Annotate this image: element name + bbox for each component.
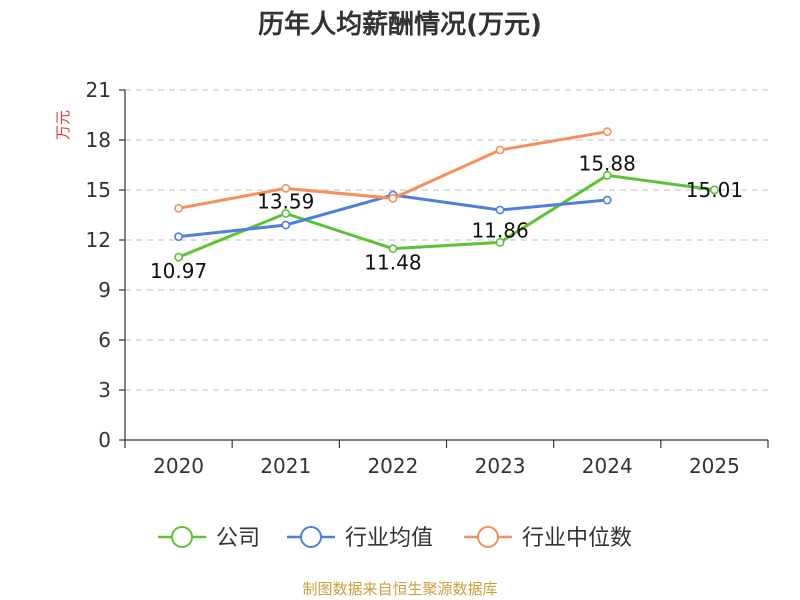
y-tick-label-18: 18 (86, 128, 111, 152)
y-tick-label-3: 3 (98, 378, 111, 402)
legend-marker-2 (477, 526, 499, 548)
x-tick-label-2023: 2023 (475, 454, 526, 478)
y-axis-label: 万元 (54, 110, 72, 140)
x-tick-label-2025: 2025 (689, 454, 740, 478)
legend-marker-0 (171, 526, 193, 548)
series-2-point-2021 (281, 183, 291, 193)
chart-title: 历年人均薪酬情况(万元) (258, 9, 542, 40)
series-2-point-2023 (495, 145, 505, 155)
y-tick-label-12: 12 (86, 228, 111, 252)
legend-label-2: 行业中位数 (522, 526, 632, 551)
data-label-2023: 11.86 (471, 218, 528, 242)
y-tick-label-9: 9 (98, 278, 111, 302)
x-tick-label-2024: 2024 (582, 454, 633, 478)
series-1-point-2023 (495, 205, 505, 215)
series-0-point-2024 (602, 170, 612, 180)
series-1-point-2024 (602, 195, 612, 205)
legend-marker-1 (300, 526, 322, 548)
series-0-point-2020 (174, 252, 183, 262)
source-note: 制图数据来自恒生聚源数据库 (302, 580, 497, 598)
y-tick-label-15: 15 (86, 178, 111, 202)
y-tick-label-6: 6 (98, 328, 111, 352)
series-2-point-2024 (602, 127, 612, 137)
series-0-point-2022 (388, 244, 398, 254)
series-1-point-2020 (174, 232, 183, 242)
y-tick-label-0: 0 (98, 428, 111, 452)
series-2-point-2020 (174, 203, 183, 213)
x-tick-label-2021: 2021 (260, 454, 311, 478)
series-0-point-2023 (495, 237, 505, 247)
data-label-2021: 13.59 (257, 190, 314, 214)
y-tick-label-21: 21 (86, 78, 111, 102)
series-line-0 (178, 173, 715, 259)
series-1-point-2021 (281, 220, 291, 230)
legend-label-0: 公司 (216, 526, 260, 551)
series-2-point-2022 (388, 193, 398, 203)
data-label-2024: 15.88 (579, 151, 636, 175)
legend-label-1: 行业均值 (345, 526, 433, 551)
x-tick-label-2022: 2022 (367, 454, 418, 478)
data-label-2022: 11.48 (364, 251, 421, 275)
series-0-point-2021 (281, 209, 291, 218)
data-label-2020: 10.97 (150, 259, 207, 283)
data-label-2025: 15.01 (686, 178, 743, 202)
x-tick-label-2020: 2020 (153, 454, 204, 478)
series-0-point-2025 (710, 185, 719, 195)
